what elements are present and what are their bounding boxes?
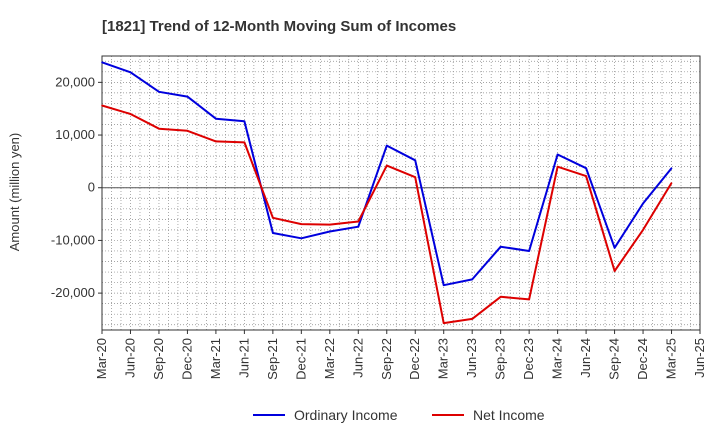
legend-label-2: Net Income xyxy=(473,407,545,423)
y-tick-label: -10,000 xyxy=(51,232,95,247)
data-point xyxy=(357,220,360,223)
x-tick-label: Mar-24 xyxy=(550,338,565,379)
data-point xyxy=(442,322,445,324)
data-point xyxy=(186,95,189,98)
chart-title: [1821] Trend of 12-Month Moving Sum of I… xyxy=(102,18,456,35)
data-point xyxy=(357,225,360,228)
x-tick-label: Jun-20 xyxy=(122,338,137,378)
data-point xyxy=(585,167,587,170)
x-tick-label: Mar-25 xyxy=(664,338,679,379)
x-tick-label: Jun-22 xyxy=(350,338,365,378)
data-point xyxy=(528,298,530,301)
x-tick-label: Mar-23 xyxy=(436,338,451,379)
data-point xyxy=(471,318,473,320)
legend: Ordinary Income Net Income xyxy=(253,407,545,423)
data-point xyxy=(329,223,331,226)
data-point xyxy=(499,245,502,248)
data-point xyxy=(129,71,132,74)
data-point xyxy=(243,120,246,123)
data-point xyxy=(186,130,189,132)
data-point xyxy=(414,176,417,178)
x-tick-label: Mar-20 xyxy=(94,338,109,379)
x-tick-label: Sep-20 xyxy=(151,338,166,380)
y-axis-label: Amount (million yen) xyxy=(7,133,22,252)
data-point xyxy=(129,113,132,115)
data-point xyxy=(300,237,303,240)
x-tick-label: Sep-23 xyxy=(493,338,508,380)
plot-area: -20,000 -10,000 0 10,000 20,000 Mar-20 Jun-20 S… xyxy=(51,55,707,380)
x-tick-label: Dec-24 xyxy=(635,338,650,380)
data-point xyxy=(243,141,246,144)
x-tick-label: Sep-22 xyxy=(379,338,394,380)
data-point xyxy=(300,223,303,225)
x-tick-label: Jun-25 xyxy=(692,338,707,378)
data-point xyxy=(642,202,644,205)
data-point xyxy=(385,144,388,147)
data-point xyxy=(670,182,673,184)
data-point xyxy=(499,296,502,298)
data-point xyxy=(101,104,103,107)
x-tick-label: Jun-21 xyxy=(236,338,251,378)
data-point xyxy=(329,230,331,233)
x-tick-label: Jun-23 xyxy=(464,338,479,378)
data-point xyxy=(556,165,559,168)
data-point xyxy=(414,159,417,162)
data-point xyxy=(158,127,160,130)
data-point xyxy=(670,167,673,170)
x-tick-label: Dec-21 xyxy=(293,338,308,380)
data-point xyxy=(528,250,530,252)
data-point xyxy=(442,284,445,287)
plot-frame xyxy=(101,55,701,331)
y-tick-label: 10,000 xyxy=(55,127,95,142)
data-point xyxy=(642,229,644,231)
data-point xyxy=(272,232,274,234)
data-point xyxy=(215,140,217,143)
y-tick-label: 0 xyxy=(88,180,95,195)
y-tick-label: 20,000 xyxy=(55,74,95,89)
data-point xyxy=(215,117,217,120)
data-point xyxy=(272,216,274,219)
data-point xyxy=(556,153,559,156)
data-point xyxy=(385,164,388,167)
data-point xyxy=(158,91,160,93)
data-point xyxy=(471,278,473,281)
x-tick-label: Dec-23 xyxy=(521,338,536,380)
data-point xyxy=(613,270,616,272)
x-tick-label: Sep-21 xyxy=(265,338,280,380)
data-point xyxy=(613,247,616,249)
x-tick-label: Dec-22 xyxy=(407,338,422,380)
x-tick-label: Mar-21 xyxy=(208,338,223,379)
x-tick-label: Sep-24 xyxy=(607,338,622,380)
legend-label-1: Ordinary Income xyxy=(294,407,398,423)
x-tick-label: Mar-22 xyxy=(322,338,337,379)
x-tick-label: Dec-20 xyxy=(179,338,194,380)
data-point xyxy=(101,61,103,64)
x-tick-label: Jun-24 xyxy=(578,338,593,378)
data-point xyxy=(585,175,587,177)
y-tick-label: -20,000 xyxy=(51,285,95,300)
